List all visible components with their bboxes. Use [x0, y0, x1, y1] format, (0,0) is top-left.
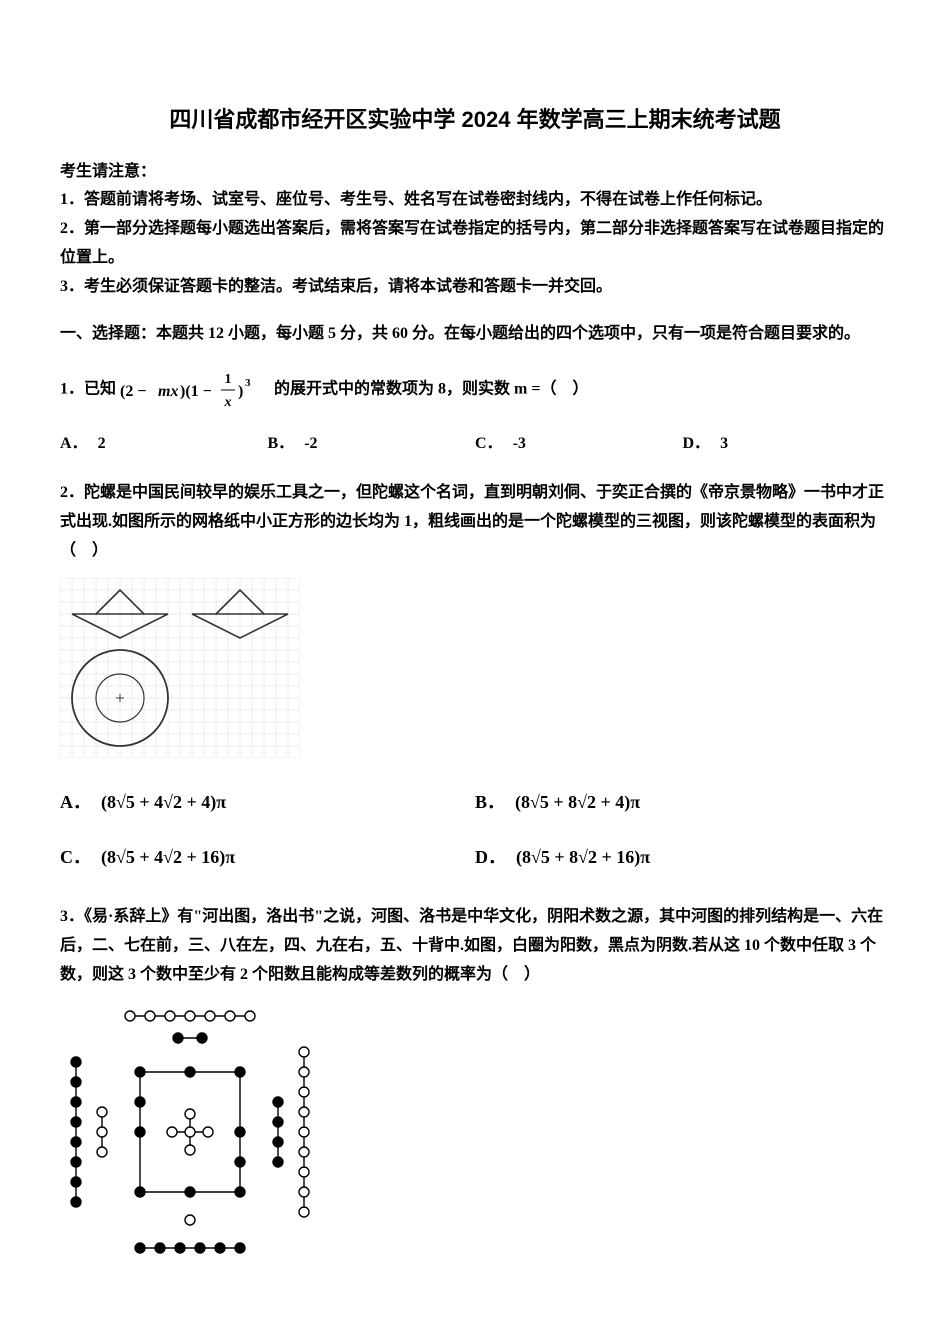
option-label: A． — [60, 786, 91, 818]
q3-figure — [60, 1002, 890, 1273]
q2-option-d: D． (8√5 + 8√2 + 16)π — [475, 841, 890, 873]
notice-block: 考生请注意： 1．答题前请将考场、试室号、座位号、考生号、姓名写在试卷密封线内，… — [60, 158, 890, 302]
q1-option-c: C． -3 — [475, 430, 683, 459]
q1-expression: (2 − mx )(1 − 1 x ) 3 — [120, 381, 274, 398]
q1-opt-c-text: -3 — [513, 435, 526, 452]
svg-text:3: 3 — [245, 377, 251, 389]
q1-options: A． 2 B． -2 C． -3 D． 3 — [60, 430, 890, 459]
q1-opt-d-text: 3 — [720, 435, 728, 452]
q2-option-b: B． (8√5 + 8√2 + 4)π — [475, 786, 890, 818]
q2-threeview-svg — [60, 578, 300, 758]
svg-text:): ) — [238, 383, 243, 400]
q2-opt-a-text: (8√5 + 4√2 + 4)π — [101, 786, 226, 818]
option-label: B． — [268, 435, 295, 452]
q2-opt-c-text: (8√5 + 4√2 + 16)π — [101, 841, 235, 873]
q1-option-d: D． 3 — [683, 430, 891, 459]
notice-item-3: 3．考生必须保证答题卡的整洁。考试结束后，请将本试卷和答题卡一并交回。 — [60, 273, 890, 302]
q1-opt-a-text: 2 — [98, 435, 106, 452]
q1-expr-svg: (2 − mx )(1 − 1 x ) 3 — [120, 368, 270, 412]
q1-opt-b-text: -2 — [304, 435, 317, 452]
q2-options: A． (8√5 + 4√2 + 4)π B． (8√5 + 8√2 + 4)π … — [60, 786, 890, 873]
notice-item-1: 1．答题前请将考场、试室号、座位号、考生号、姓名写在试卷密封线内，不得在试卷上作… — [60, 186, 890, 215]
q2-figure — [60, 578, 890, 769]
q2-opt-d-text: (8√5 + 8√2 + 16)π — [516, 841, 650, 873]
question-2: 2．陀螺是中国民间较早的娱乐工具之一，但陀螺这个名词，直到明朝刘侗、于奕正合撰的… — [60, 479, 890, 565]
q1-stem-pre: 1．已知 — [60, 381, 120, 398]
svg-text:1: 1 — [225, 372, 232, 387]
q2-opt-b-text: (8√5 + 8√2 + 4)π — [515, 786, 640, 818]
section-header: 一、选择题：本题共 12 小题，每小题 5 分，共 60 分。在每小题给出的四个… — [60, 320, 890, 349]
option-label: C． — [60, 841, 91, 873]
q2-option-c: C． (8√5 + 4√2 + 16)π — [60, 841, 475, 873]
option-label: B． — [475, 786, 505, 818]
q1-option-b: B． -2 — [268, 430, 476, 459]
notice-head: 考生请注意： — [60, 158, 890, 187]
q1-option-a: A． 2 — [60, 430, 268, 459]
svg-text:x: x — [224, 395, 232, 410]
svg-text:(2 −: (2 − — [120, 383, 146, 400]
question-3: 3．《易·系辞上》有"河出图，洛出书"之说，河图、洛书是中华文化，阴阳术数之源，… — [60, 903, 890, 989]
svg-text:mx: mx — [158, 383, 178, 400]
q1-stem-post: 的展开式中的常数项为 8，则实数 m =（ ） — [274, 381, 588, 398]
q2-option-a: A． (8√5 + 4√2 + 4)π — [60, 786, 475, 818]
option-label: A． — [60, 435, 88, 452]
page-title: 四川省成都市经开区实验中学 2024 年数学高三上期末统考试题 — [60, 100, 890, 140]
q3-hetu-svg — [60, 1002, 320, 1262]
option-label: D． — [683, 435, 711, 452]
option-label: D． — [475, 841, 506, 873]
svg-text:)(1 −: )(1 − — [180, 383, 212, 400]
question-1: 1．已知 (2 − mx )(1 − 1 x ) 3 的展开式中的常数项为 8，… — [60, 368, 890, 412]
option-label: C． — [475, 435, 503, 452]
notice-item-2: 2．第一部分选择题每小题选出答案后，需将答案写在试卷指定的括号内，第二部分非选择… — [60, 215, 890, 273]
